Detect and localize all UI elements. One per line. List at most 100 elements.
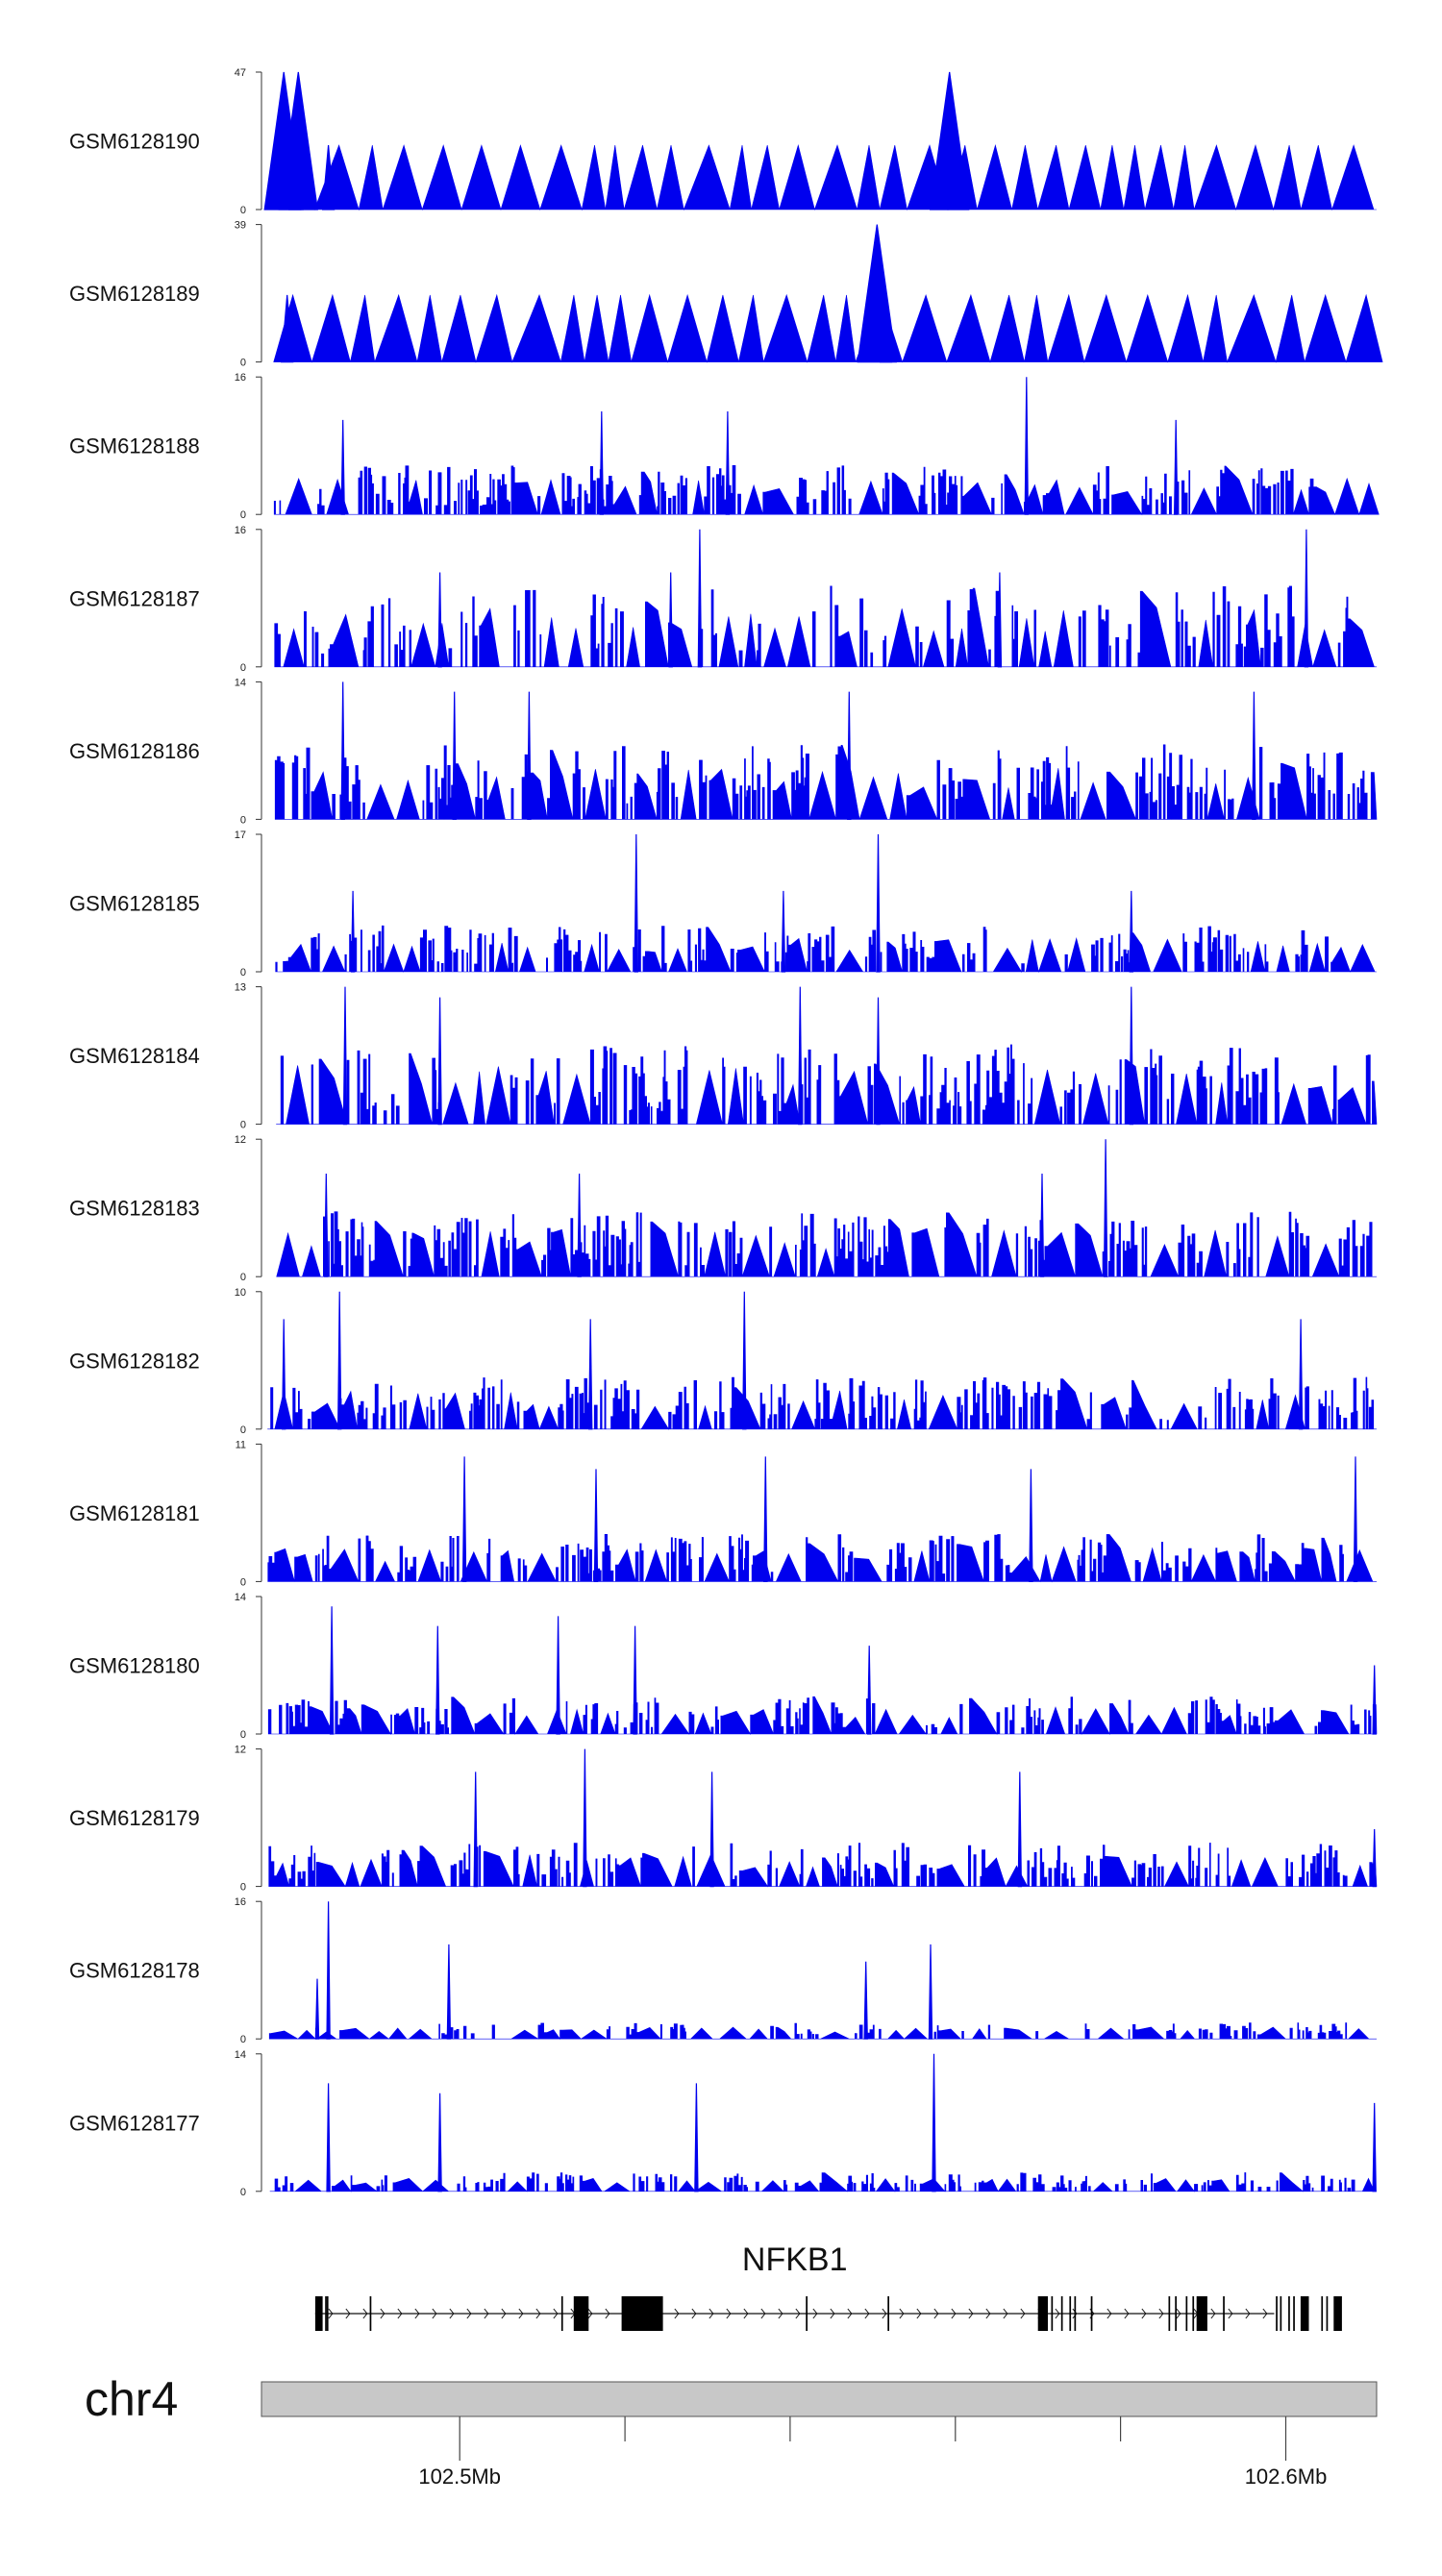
coverage-peak — [781, 890, 786, 973]
strand-chevron — [899, 2308, 905, 2319]
coverage-peak — [437, 2093, 442, 2192]
y-tick-label-max: 12 — [235, 1134, 246, 1146]
track-label: GSM6128182 — [69, 1349, 200, 1373]
strand-chevron — [1262, 2308, 1268, 2319]
gene-model-track: NFKB1 — [314, 2242, 1342, 2331]
exon — [369, 2296, 372, 2331]
coverage-peak — [932, 2053, 936, 2192]
strand-chevron — [691, 2308, 697, 2319]
strand-chevron — [726, 2308, 732, 2319]
chromosome-label: chr4 — [85, 2372, 178, 2426]
coverage-peak — [876, 833, 881, 973]
coverage-peak — [435, 1625, 440, 1735]
coverage-tracks: GSM6128190470GSM6128189390GSM6128188160G… — [69, 67, 1383, 2198]
strand-chevron — [466, 2308, 472, 2319]
track-label: GSM6128178 — [69, 1959, 200, 1983]
coverage-peak — [709, 1771, 714, 1888]
coverage-area — [276, 1211, 1377, 1277]
y-tick-label-max: 39 — [235, 220, 246, 232]
coverage-peak — [847, 691, 852, 820]
y-tick-label-max: 14 — [235, 1592, 246, 1603]
coverage-area — [267, 1696, 1378, 1736]
y-tick-label-min: 0 — [240, 967, 246, 978]
exon — [621, 2296, 663, 2331]
y-tick-label-max: 14 — [235, 677, 246, 688]
coverage-peak — [1304, 529, 1309, 668]
strand-chevron — [674, 2308, 680, 2319]
strand-chevron — [605, 2308, 610, 2319]
coverage-peak — [593, 1469, 599, 1582]
strand-chevron — [1245, 2308, 1251, 2319]
strand-chevron — [1124, 2308, 1130, 2319]
gene-label: NFKB1 — [742, 2242, 848, 2278]
axis-tick-label: 102.6Mb — [1245, 2465, 1328, 2489]
track-label: GSM6128186 — [69, 739, 200, 763]
coverage-peak — [314, 1978, 320, 2040]
y-tick-label-min: 0 — [240, 1576, 246, 1588]
coverage-peak — [1129, 986, 1134, 1126]
exon — [1037, 2296, 1048, 2331]
coverage-peak — [326, 2083, 331, 2192]
coverage-peak — [697, 529, 703, 668]
y-tick-label-max: 12 — [235, 1745, 246, 1756]
strand-chevron — [812, 2308, 818, 2319]
strand-chevron — [951, 2308, 957, 2319]
coverage-peak — [1372, 1665, 1377, 1735]
coverage-area — [275, 925, 1377, 974]
strand-chevron — [362, 2308, 368, 2319]
track-GSM6128188: GSM6128188 16 0 — [69, 372, 1380, 521]
coverage-peak — [1024, 377, 1030, 515]
strand-chevron — [1158, 2308, 1164, 2319]
coverage-peak — [336, 1291, 342, 1430]
coverage-peak — [587, 1319, 593, 1430]
strand-chevron — [380, 2308, 385, 2319]
strand-chevron — [847, 2308, 853, 2319]
coverage-peak — [1017, 1771, 1023, 1888]
strand-chevron — [916, 2308, 922, 2319]
coverage-peak — [668, 572, 673, 668]
track-GSM6128182: GSM6128182 10 0 — [69, 1287, 1377, 1436]
track-label: GSM6128179 — [69, 1806, 200, 1830]
coverage-peak — [350, 890, 356, 973]
coverage-area — [274, 585, 1377, 668]
coverage-peak — [1252, 691, 1256, 820]
coverage-area — [269, 2172, 1377, 2192]
strand-chevron — [501, 2308, 507, 2319]
strand-chevron — [760, 2308, 766, 2319]
strand-chevron — [553, 2308, 559, 2319]
track-GSM6128187: GSM6128187 16 0 — [69, 525, 1377, 674]
strand-chevron — [864, 2308, 870, 2319]
coverage-peak — [879, 294, 893, 363]
coverage-peak — [326, 1901, 331, 2040]
exon — [1196, 2296, 1207, 2331]
exon — [573, 2296, 589, 2331]
coverage-peak — [1029, 1469, 1033, 1582]
exon — [1175, 2296, 1177, 2331]
y-tick-label-max: 17 — [235, 830, 246, 841]
coverage-peak — [798, 986, 803, 1126]
exon — [1321, 2296, 1324, 2331]
track-label: GSM6128188 — [69, 434, 200, 458]
coverage-peak — [1372, 1828, 1377, 1888]
coverage-peak — [452, 691, 457, 820]
coverage-area — [267, 1534, 1377, 1583]
y-tick-label-min: 0 — [240, 509, 246, 521]
exon — [1090, 2296, 1093, 2331]
track-label: GSM6128190 — [69, 130, 200, 154]
coverage-peak — [437, 997, 442, 1126]
exon — [560, 2296, 563, 2331]
strand-chevron — [414, 2308, 420, 2319]
strand-chevron — [449, 2308, 455, 2319]
coverage-peak — [742, 1291, 747, 1430]
coverage-area — [274, 744, 1378, 820]
track-GSM6128183: GSM6128183 12 0 — [69, 1134, 1377, 1283]
track-GSM6128177: GSM6128177 14 0 — [69, 2049, 1377, 2198]
coverage-peak — [437, 572, 442, 668]
exon — [806, 2296, 808, 2331]
exon — [1074, 2296, 1077, 2331]
genome-axis: 102.5Mb 102.6Mb — [418, 2416, 1327, 2489]
strand-chevron — [484, 2308, 489, 2319]
y-tick-label-max: 10 — [235, 1287, 246, 1299]
coverage-area — [276, 1044, 1378, 1125]
coverage-peak — [556, 1616, 560, 1735]
